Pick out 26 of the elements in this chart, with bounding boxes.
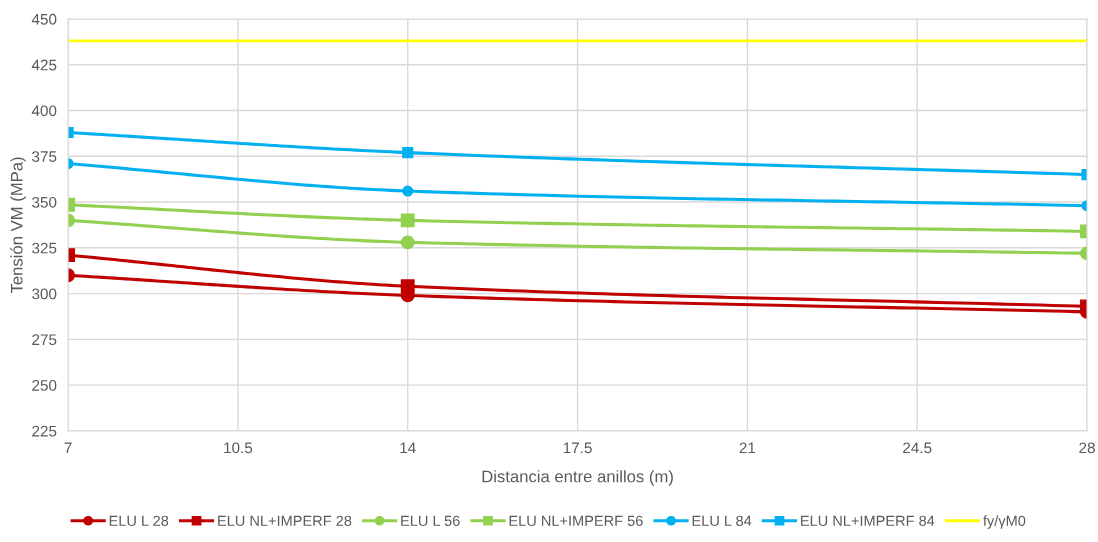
y-tick-label: 250 [32,379,57,391]
legend-label: ELU L 84 [692,515,752,526]
y-tick-label: 400 [31,105,57,117]
legend-label: ELU NL+IMPERF 84 [801,515,935,526]
y-tick-label: 350 [32,196,57,208]
legend-label: ELU NL+IMPERF 56 [509,515,643,526]
x-axis-title: Distancia entre anillos (m) [482,470,673,486]
legend-label: ELU NL+IMPERF 28 [218,515,352,526]
y-tick-label: 375 [32,151,57,162]
legend-label: ELU L 28 [109,515,169,526]
legend-label: ELU L 56 [401,515,460,526]
x-tick-label: 24.5 [903,442,932,454]
y-tick-label: 300 [32,288,57,300]
y-tick-label: 225 [32,425,57,437]
y-tick-label: 275 [32,334,57,346]
x-tick-label: 17.5 [563,442,592,454]
x-tick-label: 10.5 [224,442,253,454]
legend-label: fy/γM0 [983,515,1026,529]
y-tick-label: 425 [31,59,57,71]
y-tick-label: 325 [32,242,57,254]
y-axis-title: Tensión VM (MPa) [10,157,26,294]
x-tick-label: 7 [64,442,72,454]
x-tick-label: 21 [739,442,756,454]
x-tick-label: 28 [1079,442,1095,454]
x-tick-label: 14 [400,442,416,454]
y-tick-label: 450 [31,13,57,25]
